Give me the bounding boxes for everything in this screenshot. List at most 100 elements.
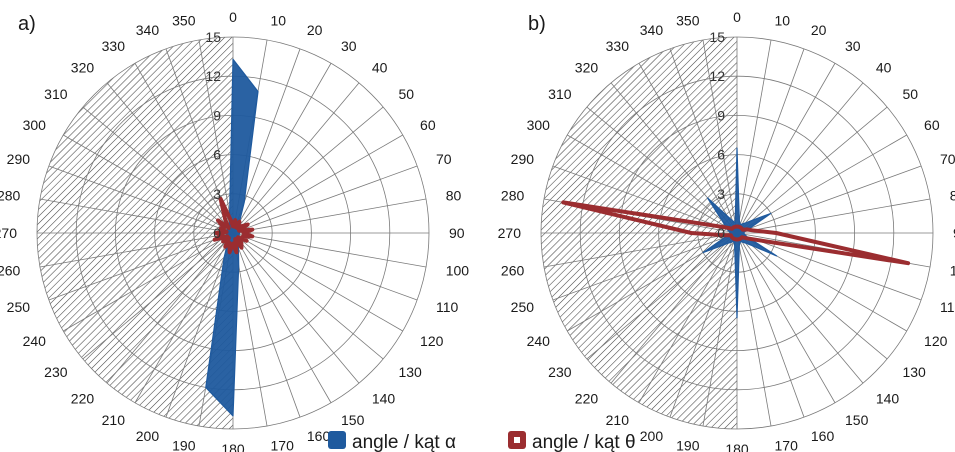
angle-tick-label: 120 [420, 333, 444, 349]
angle-tick-label: 190 [676, 438, 700, 452]
angle-tick-label: 250 [511, 299, 535, 315]
radial-tick-label: 15 [709, 29, 725, 45]
radial-tick-label: 9 [717, 107, 725, 123]
angle-tick-label: 80 [950, 187, 955, 203]
angle-tick-label: 160 [811, 428, 835, 444]
angle-tick-label: 140 [876, 390, 900, 406]
angle-tick-label: 140 [372, 390, 396, 406]
radial-tick-label: 12 [709, 68, 725, 84]
angle-tick-label: 130 [902, 364, 926, 380]
legend-swatch-theta-center [514, 437, 520, 443]
angle-tick-label: 20 [811, 22, 827, 38]
grid-spoke [232, 82, 360, 234]
angle-tick-label: 250 [7, 299, 31, 315]
series-theta-line [212, 196, 255, 255]
grid-spoke [232, 198, 427, 234]
grid-spoke [232, 165, 418, 234]
grid-spoke [736, 165, 922, 234]
grid-spoke [736, 48, 805, 234]
grid-spoke [232, 232, 427, 268]
grid-spoke [165, 232, 234, 418]
angle-tick-label: 120 [924, 333, 948, 349]
angle-tick-label: 150 [845, 412, 869, 428]
angle-tick-label: 200 [640, 428, 664, 444]
angle-tick-label: 290 [511, 151, 535, 167]
angle-tick-label: 350 [172, 12, 196, 28]
radial-tick-label: 6 [717, 147, 725, 163]
grid-spoke [198, 39, 234, 234]
angle-tick-label: 0 [229, 9, 237, 25]
angle-tick-label: 10 [271, 12, 287, 28]
angle-tick-label: 210 [102, 412, 126, 428]
polar-chart-a: 0 102030405060708090100110120130140150160… [0, 9, 469, 452]
grid-spoke [543, 232, 738, 268]
grid-spoke [232, 232, 384, 360]
angle-tick-label: 230 [548, 364, 572, 380]
angle-tick-label: 100 [446, 263, 470, 279]
angle-tick-label: 310 [44, 86, 68, 102]
angle-tick-label: 110 [436, 299, 459, 315]
radial-tick-label: 9 [213, 107, 221, 123]
series-theta-line [561, 200, 911, 266]
grid-spoke [39, 198, 234, 234]
angle-tick-label: 90 [449, 225, 465, 241]
grid-spoke [736, 198, 931, 234]
angle-tick-label: 190 [172, 438, 196, 452]
angle-tick-label: 290 [7, 151, 31, 167]
grid-spoke [736, 232, 836, 403]
angle-tick-label: 30 [341, 38, 357, 54]
grid-spoke [106, 232, 234, 384]
angle-tick-label: 150 [341, 412, 365, 428]
angle-tick-label: 50 [902, 86, 918, 102]
angle-tick-label: 260 [501, 263, 525, 279]
grid-spoke [232, 232, 360, 384]
grid-spoke [702, 39, 738, 234]
grid-spoke [232, 232, 403, 332]
angle-tick-label: 20 [307, 22, 323, 38]
grid-spoke [736, 63, 836, 234]
grid-spoke [552, 165, 738, 234]
angle-tick-label: 270 [498, 225, 522, 241]
grid-spoke [82, 232, 234, 360]
angle-tick-label: 280 [501, 187, 525, 203]
grid-spoke [736, 106, 888, 234]
grid-spoke [736, 232, 864, 384]
grid-spoke [232, 232, 332, 403]
angle-tick-label: 170 [271, 438, 295, 452]
angle-tick-label: 0 [733, 9, 741, 25]
radial-tick-label: 0 [717, 225, 725, 241]
radial-tick-label: 12 [205, 68, 221, 84]
grid-spoke [736, 232, 772, 427]
grid-spoke [736, 232, 888, 360]
angle-tick-label: 30 [845, 38, 861, 54]
angle-tick-label: 300 [23, 117, 47, 133]
angle-tick-label: 220 [71, 390, 95, 406]
grid-spoke [638, 232, 738, 403]
grid-spoke [736, 232, 805, 418]
angle-tick-label: 320 [71, 60, 95, 76]
angle-tick-label: 350 [676, 12, 700, 28]
angle-tick-label: 70 [436, 151, 452, 167]
grid-spoke [134, 63, 234, 234]
grid-spoke [567, 134, 738, 234]
angle-tick-label: 90 [953, 225, 955, 241]
radial-tick-label: 0 [213, 225, 221, 241]
panel-label: a) [18, 13, 36, 35]
angle-tick-label: 50 [398, 86, 414, 102]
polar-chart-b: 0102030405060708090100110120130140150160… [498, 9, 955, 452]
grid-spoke [232, 232, 301, 418]
angle-tick-label: 300 [527, 117, 551, 133]
grid-spoke [232, 106, 384, 234]
angle-tick-label: 170 [775, 438, 799, 452]
angle-tick-label: 270 [0, 225, 17, 241]
radial-tick-label: 3 [717, 186, 725, 202]
angle-tick-label: 10 [775, 12, 791, 28]
grid-spoke [48, 165, 234, 234]
angle-tick-label: 110 [940, 299, 955, 315]
grid-spoke [736, 232, 922, 301]
grid-spoke [232, 232, 418, 301]
angle-tick-label: 240 [23, 333, 47, 349]
radial-tick-label: 3 [213, 186, 221, 202]
panel-label: b) [528, 13, 546, 35]
angle-tick-label: 220 [575, 390, 599, 406]
